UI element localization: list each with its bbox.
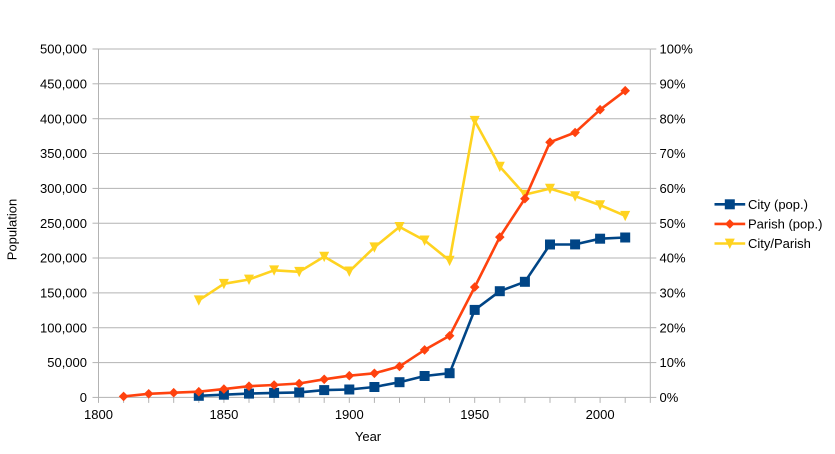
svg-text:500,000: 500,000 <box>40 42 87 57</box>
svg-text:2000: 2000 <box>586 407 615 422</box>
svg-text:1950: 1950 <box>460 407 489 422</box>
svg-text:250,000: 250,000 <box>40 216 87 231</box>
svg-text:30%: 30% <box>660 286 686 301</box>
svg-text:200,000: 200,000 <box>40 251 87 266</box>
svg-text:50%: 50% <box>660 216 686 231</box>
svg-text:Population: Population <box>5 199 20 260</box>
svg-text:Parish (pop.): Parish (pop.) <box>748 217 822 232</box>
svg-text:90%: 90% <box>660 76 686 91</box>
svg-text:City/Parish: City/Parish <box>748 236 811 251</box>
svg-text:20%: 20% <box>660 320 686 335</box>
svg-text:350,000: 350,000 <box>40 146 87 161</box>
svg-text:70%: 70% <box>660 146 686 161</box>
svg-text:City (pop.): City (pop.) <box>748 197 808 212</box>
svg-text:80%: 80% <box>660 111 686 126</box>
svg-text:40%: 40% <box>660 251 686 266</box>
svg-text:1850: 1850 <box>209 407 238 422</box>
svg-text:50,000: 50,000 <box>47 355 87 370</box>
svg-text:0%: 0% <box>660 390 679 405</box>
svg-text:1800: 1800 <box>84 407 113 422</box>
svg-text:100,000: 100,000 <box>40 320 87 335</box>
svg-text:Year: Year <box>355 429 382 444</box>
svg-text:400,000: 400,000 <box>40 111 87 126</box>
svg-text:300,000: 300,000 <box>40 181 87 196</box>
svg-text:450,000: 450,000 <box>40 76 87 91</box>
svg-text:1900: 1900 <box>335 407 364 422</box>
svg-text:100%: 100% <box>660 42 694 57</box>
svg-text:10%: 10% <box>660 355 686 370</box>
svg-text:60%: 60% <box>660 181 686 196</box>
svg-text:0: 0 <box>80 390 87 405</box>
svg-text:150,000: 150,000 <box>40 286 87 301</box>
